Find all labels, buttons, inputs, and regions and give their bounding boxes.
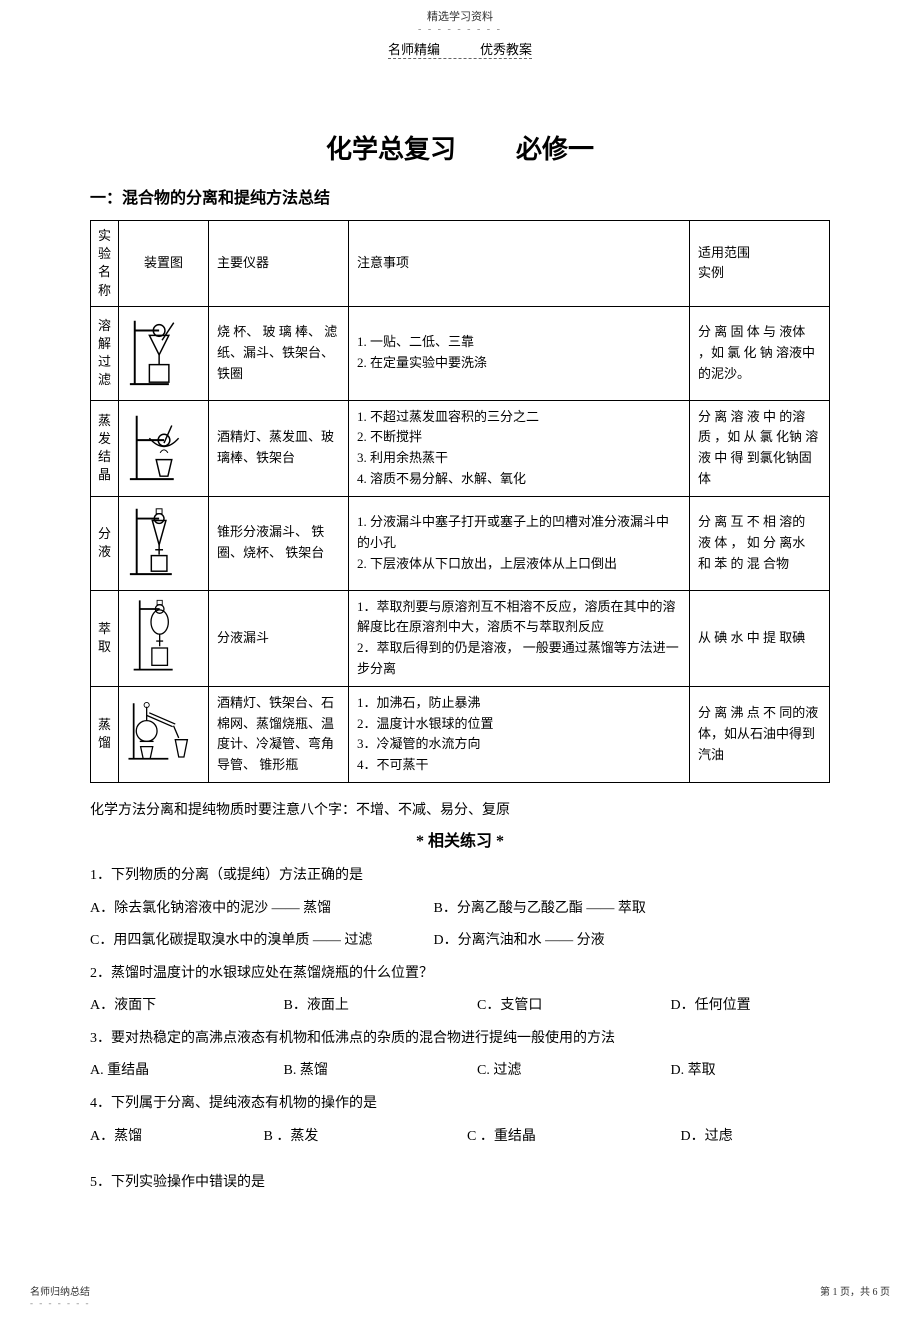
- question-5: 5．下列实验操作中错误的是: [90, 1170, 830, 1197]
- footer-right: 第 1 页，共 6 页: [820, 1283, 890, 1298]
- q2-opt-b: B．液面上: [284, 993, 434, 1020]
- range-label-b: 实例: [698, 265, 724, 280]
- question-2-options: A．液面下 B．液面上 C．支管口 D．任何位置: [90, 993, 830, 1020]
- methods-table: 实验名称 装置图 主要仪器 注意事项 适用范围 实例 溶解过滤: [90, 220, 830, 783]
- row-instruments: 烧 杯、 玻 璃 棒、 滤纸、漏斗、铁架台、铁圈: [209, 306, 349, 400]
- q3-opt-b: B. 蒸馏: [284, 1058, 434, 1085]
- row-name: 蒸馏: [91, 686, 119, 782]
- col-header-range: 适用范围 实例: [690, 221, 830, 307]
- row-name: 萃取: [91, 590, 119, 686]
- footer-left: 名师归纳总结 - - - - - - -: [30, 1283, 890, 1309]
- question-3-options: A. 重结晶 B. 蒸馏 C. 过滤 D. 萃取: [90, 1058, 830, 1085]
- apparatus-extraction: [119, 590, 209, 686]
- q2-opt-a: A．液面下: [90, 993, 240, 1020]
- question-1-options-ab: A．除去氯化钠溶液中的泥沙 —— 蒸馏 B．分离乙酸与乙酸乙酯 —— 萃取: [90, 896, 830, 923]
- row-instruments: 酒精灯、蒸发皿、玻璃棒、铁架台: [209, 400, 349, 496]
- table-row: 分液 锥形分液漏斗、 铁圈、烧杯、 铁架台 1. 分液漏斗中塞子打开或塞子上的凹…: [91, 496, 830, 590]
- question-3: 3．要对热稳定的高沸点液态有机物和低沸点的杂质的混合物进行提纯一般使用的方法: [90, 1026, 830, 1053]
- row-instruments: 酒精灯、铁架台、石棉网、蒸馏烧瓶、温度计、冷凝管、弯角导管、 锥形瓶: [209, 686, 349, 782]
- row-range: 分 离 溶 液 中 的溶 质 ，如 从 氯 化钠 溶 液 中 得 到氯化钠固体: [690, 400, 830, 496]
- row-notes: 1. 不超过蒸发皿容积的三分之二 2. 不断搅拌 3. 利用余热蒸干 4. 溶质…: [349, 400, 690, 496]
- page-header-top: 精选学习资料: [0, 8, 920, 24]
- filtration-icon: [125, 311, 203, 389]
- table-row: 蒸发结晶 酒精灯、蒸发皿、玻璃棒、铁架台 1. 不超过蒸发皿容积的三分之二 2.…: [91, 400, 830, 496]
- q1-opt-a: A．除去氯化钠溶液中的泥沙 —— 蒸馏: [90, 896, 430, 923]
- distillation-icon: [125, 692, 203, 770]
- apparatus-evaporation: [119, 400, 209, 496]
- section-1-heading: 一：混合物的分离和提纯方法总结: [90, 184, 830, 208]
- sub-left: 名师精编: [388, 42, 440, 57]
- question-4: 4．下列属于分离、提纯液态有机物的操作的是: [90, 1091, 830, 1118]
- table-row: 萃取 分液漏斗 1．萃取剂要与原溶剂互不相溶不反应，溶质在其中的溶解度比在原溶剂…: [91, 590, 830, 686]
- col-header-setup: 装置图: [119, 221, 209, 307]
- row-range: 分 离 固 体 与 液体 ，如 氯 化 钠 溶液中的泥沙。: [690, 306, 830, 400]
- row-name: 溶解过滤: [91, 306, 119, 400]
- eight-char-note: 化学方法分离和提纯物质时要注意八个字：不增、不减、易分、复原: [90, 799, 830, 819]
- page-header-sub: 名师精编 优秀教案: [388, 39, 532, 59]
- row-range: 从 碘 水 中 提 取碘: [690, 590, 830, 686]
- row-instruments: 锥形分液漏斗、 铁圈、烧杯、 铁架台: [209, 496, 349, 590]
- apparatus-distillation: [119, 686, 209, 782]
- col-header-notes: 注意事项: [349, 221, 690, 307]
- apparatus-filtration: [119, 306, 209, 400]
- row-name: 蒸发结晶: [91, 400, 119, 496]
- apparatus-separation: [119, 496, 209, 590]
- q3-opt-d: D. 萃取: [671, 1058, 716, 1085]
- title-right: 必修一: [516, 135, 594, 164]
- question-1: 1．下列物质的分离（或提纯）方法正确的是: [90, 863, 830, 890]
- question-2: 2．蒸馏时温度计的水银球应处在蒸馏烧瓶的什么位置？: [90, 961, 830, 988]
- row-notes: 1．加沸石，防止暴沸 2．温度计水银球的位置 3．冷凝管的水流方向 4．不可蒸干: [349, 686, 690, 782]
- q4-opt-c: C ．重结晶: [467, 1124, 637, 1151]
- row-range: 分 离 沸 点 不 同的液体，如从石油中得到汽油: [690, 686, 830, 782]
- footer-left-text: 名师归纳总结: [30, 1287, 90, 1298]
- col-header-instruments: 主要仪器: [209, 221, 349, 307]
- row-name: 分液: [91, 496, 119, 590]
- table-header-row: 实验名称 装置图 主要仪器 注意事项 适用范围 实例: [91, 221, 830, 307]
- range-label-a: 适用范围: [698, 245, 750, 260]
- row-notes: 1．萃取剂要与原溶剂互不相溶不反应，溶质在其中的溶解度比在原溶剂中大，溶质不与萃…: [349, 590, 690, 686]
- q1-opt-d: D．分离汽油和水 —— 分液: [434, 933, 605, 948]
- q2-opt-c: C．支管口: [477, 993, 627, 1020]
- question-4-options: A．蒸馏 B ．蒸发 C ．重结晶 D．过虑: [90, 1124, 830, 1151]
- title-left: 化学总复习: [326, 135, 456, 164]
- question-1-options-cd: C．用四氯化碳提取溴水中的溴单质 —— 过滤 D．分离汽油和水 —— 分液: [90, 928, 830, 955]
- content-area: 化学总复习 必修一 一：混合物的分离和提纯方法总结 实验名称 装置图 主要仪器 注…: [0, 79, 920, 1223]
- row-notes: 1. 一贴、二低、三靠 2. 在定量实验中要洗涤: [349, 306, 690, 400]
- q3-opt-c: C. 过滤: [477, 1058, 627, 1085]
- extraction-icon: [125, 596, 203, 674]
- q4-opt-b: B ．蒸发: [264, 1124, 424, 1151]
- page-header-dots: - - - - - - - - -: [0, 24, 920, 35]
- q1-opt-c: C．用四氯化碳提取溴水中的溴单质 —— 过滤: [90, 928, 430, 955]
- q3-opt-a: A. 重结晶: [90, 1058, 240, 1085]
- page-footer: 名师归纳总结 - - - - - - - 第 1 页，共 6 页: [0, 1283, 920, 1321]
- table-row: 溶解过滤 烧 杯、 玻 璃 棒、 滤纸、漏斗、铁架台、铁圈 1. 一贴、二低、三…: [91, 306, 830, 400]
- table-row: 蒸馏 酒精灯、铁架台、石棉网、蒸馏烧瓶、温度计、冷凝管、弯角导管、 锥形瓶: [91, 686, 830, 782]
- page-header-sub-wrap: 名师精编 优秀教案: [0, 35, 920, 59]
- q1-opt-b: B．分离乙酸与乙酸乙酯 —— 萃取: [434, 901, 646, 916]
- col-header-name: 实验名称: [91, 221, 119, 307]
- q4-opt-a: A．蒸馏: [90, 1124, 220, 1151]
- row-notes: 1. 分液漏斗中塞子打开或塞子上的凹槽对准分液漏斗中的小孔 2. 下层液体从下口…: [349, 496, 690, 590]
- row-range: 分 离 互 不 相 溶的 液 体 ， 如 分 离水 和 苯 的 混 合物: [690, 496, 830, 590]
- page-title: 化学总复习 必修一: [90, 129, 830, 166]
- sub-right: 优秀教案: [480, 42, 532, 57]
- separating-funnel-icon: [125, 501, 203, 579]
- q2-opt-d: D．任何位置: [671, 993, 751, 1020]
- evaporation-icon: [125, 406, 203, 484]
- q4-opt-d: D．过虑: [681, 1124, 733, 1151]
- row-instruments: 分液漏斗: [209, 590, 349, 686]
- exercise-title: * 相关练习 *: [90, 827, 830, 851]
